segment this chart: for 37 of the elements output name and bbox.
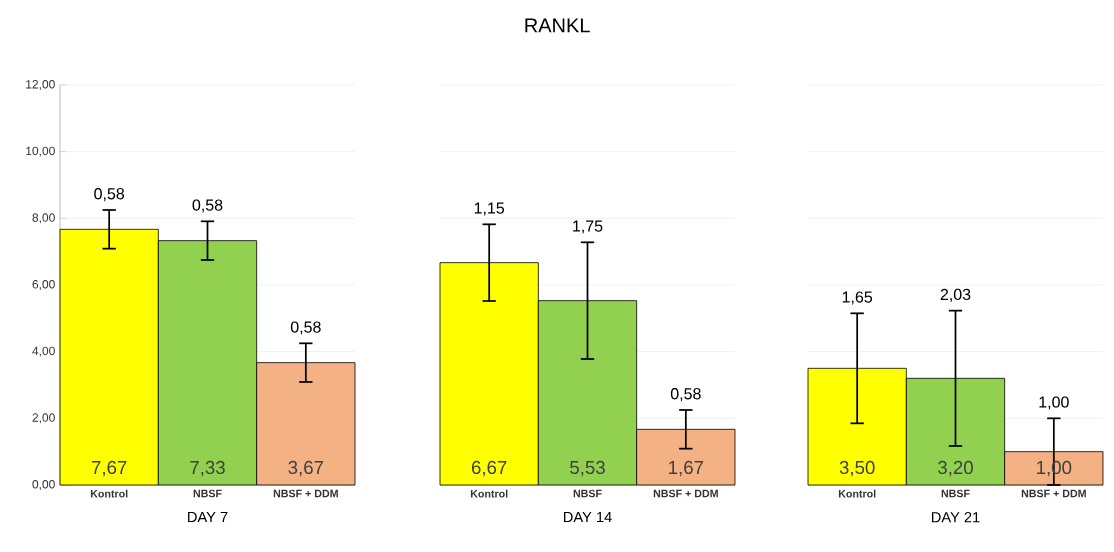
annotation: 1,00	[1039, 396, 1069, 410]
chart-title: RANKL	[525, 18, 590, 33]
annotation: 0,58	[290, 321, 321, 335]
data-label: 3,67	[288, 460, 324, 477]
x-tick-label: Kontrol	[90, 489, 128, 498]
data-label: 3,20	[938, 460, 973, 477]
x-tick-label: NBSF + DDM	[1021, 489, 1086, 498]
data-label: 3,50	[839, 460, 875, 477]
x-tick-label: Kontrol	[470, 489, 508, 498]
x-tick-label: Kontrol	[838, 489, 876, 498]
y-tick-label: 12,00	[26, 80, 55, 90]
x-tick-label: NBSF	[573, 489, 602, 498]
y-tick-label: 4,00	[32, 346, 55, 357]
annotation: 0,58	[94, 188, 125, 202]
x-axis-title: DAY 14	[563, 512, 612, 523]
x-tick-label: NBSF	[193, 489, 222, 498]
annotation: 1,65	[842, 291, 873, 305]
data-label: 7,33	[190, 460, 225, 477]
annotation: 2,03	[940, 288, 971, 302]
y-tick-label: 6,00	[32, 280, 55, 290]
x-axis-title: DAY 21	[931, 512, 980, 523]
y-tick-label: 2,00	[32, 413, 55, 424]
x-axis-title: DAY 7	[188, 512, 228, 523]
y-tick-label: 8,00	[32, 213, 55, 224]
annotation: 1,75	[573, 220, 603, 234]
y-tick-label: 0,00	[32, 480, 55, 490]
annotation: 0,58	[192, 199, 223, 213]
x-tick-label: NBSF	[941, 489, 970, 498]
data-label: 5,53	[570, 460, 605, 477]
y-tick-label: 10,00	[26, 146, 55, 157]
x-tick-label: NBSF + DDM	[653, 489, 718, 498]
data-label: 1,67	[669, 460, 704, 477]
annotation: 0,58	[670, 388, 701, 402]
data-label: 6,67	[471, 460, 507, 477]
x-tick-label: NBSF + DDM	[273, 489, 338, 498]
annotation: 1,15	[474, 202, 505, 216]
data-label: 7,67	[91, 460, 127, 477]
